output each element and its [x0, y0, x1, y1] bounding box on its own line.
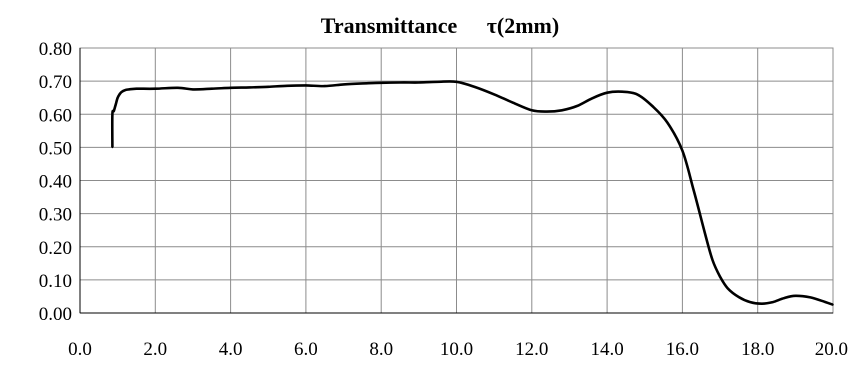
y-tick-label: 0.50 — [39, 138, 72, 159]
x-tick-label: 12.0 — [515, 339, 548, 360]
data-point — [606, 91, 608, 94]
data-point — [749, 301, 751, 303]
y-tick-label: 0.30 — [39, 205, 72, 226]
data-point — [267, 86, 270, 88]
data-point — [704, 232, 706, 235]
data-point — [636, 93, 638, 96]
data-point — [286, 85, 288, 87]
y-tick-label: 0.80 — [39, 39, 72, 60]
data-point — [651, 105, 654, 107]
x-tick-label: 18.0 — [741, 339, 774, 360]
y-tick-label: 0.00 — [39, 304, 72, 325]
chart-title-symbol: τ(2mm) — [487, 13, 559, 38]
data-point — [128, 88, 130, 91]
data-point — [561, 109, 563, 112]
data-point — [418, 81, 420, 84]
data-point — [177, 87, 179, 89]
y-tick-label: 0.60 — [39, 105, 72, 126]
data-point — [342, 83, 345, 86]
x-tick-label: 16.0 — [666, 339, 699, 360]
data-point — [726, 287, 729, 290]
x-tick-label: 10.0 — [440, 339, 473, 360]
data-point — [783, 297, 785, 299]
data-point — [111, 113, 114, 116]
data-point — [323, 85, 326, 87]
y-tick-label: 0.40 — [39, 172, 72, 193]
data-point — [135, 87, 138, 90]
data-point — [772, 301, 774, 303]
chart-title-main: Transmittance — [321, 13, 458, 38]
data-point — [531, 109, 533, 112]
data-point — [809, 296, 812, 299]
data-point — [380, 82, 383, 84]
data-point — [832, 303, 834, 306]
data-point — [124, 89, 126, 91]
x-tick-label: 4.0 — [219, 339, 243, 360]
data-point — [824, 301, 827, 303]
x-tick-label: 20.0 — [815, 339, 848, 360]
data-point — [211, 87, 213, 90]
data-point — [229, 87, 232, 89]
data-point — [118, 93, 121, 96]
data-point — [455, 81, 458, 83]
x-tick-label: 8.0 — [369, 339, 393, 360]
data-point — [474, 86, 477, 88]
data-point — [436, 81, 439, 83]
x-tick-label: 14.0 — [590, 339, 623, 360]
data-point — [621, 90, 623, 93]
data-point — [120, 91, 123, 93]
data-point — [692, 189, 695, 192]
data-point — [192, 88, 194, 91]
data-point — [576, 105, 578, 107]
data-point — [546, 110, 548, 113]
data-point — [719, 275, 721, 278]
x-tick-label: 2.0 — [143, 339, 167, 360]
data-point — [794, 295, 797, 297]
data-point — [760, 302, 763, 305]
grid-lines — [79, 47, 834, 314]
data-point — [305, 84, 307, 87]
series-layer — [110, 80, 834, 306]
data-point — [113, 110, 115, 112]
chart-title: Transmittance τ(2mm) — [321, 13, 559, 38]
data-point — [711, 259, 714, 261]
data-point — [116, 96, 119, 99]
axis-lines — [79, 48, 833, 314]
data-point — [115, 103, 117, 106]
y-tick-label: 0.20 — [39, 238, 72, 259]
data-point — [512, 101, 514, 104]
data-point — [681, 149, 684, 152]
y-tick-label: 0.70 — [39, 72, 72, 93]
data-point — [111, 146, 114, 149]
x-tick-label: 0.0 — [68, 339, 92, 360]
data-point — [666, 121, 669, 124]
data-point — [738, 296, 740, 298]
data-point — [493, 93, 496, 96]
x-tick-labels: 0.0 2.0 4.0 6.0 8.0 10.0 12.0 14.0 16.0 18.0 20.0 — [68, 339, 848, 360]
data-point — [154, 87, 157, 90]
y-tick-labels: 0.00 0.10 0.20 0.30 0.40 0.50 0.60 0.70 0.80 — [39, 39, 72, 325]
transmittance-series-line — [110, 80, 834, 306]
data-point — [361, 82, 364, 85]
data-point — [399, 81, 401, 84]
data-point — [248, 86, 251, 89]
data-point — [591, 97, 593, 100]
y-tick-label: 0.10 — [39, 271, 72, 292]
x-tick-label: 6.0 — [294, 339, 318, 360]
